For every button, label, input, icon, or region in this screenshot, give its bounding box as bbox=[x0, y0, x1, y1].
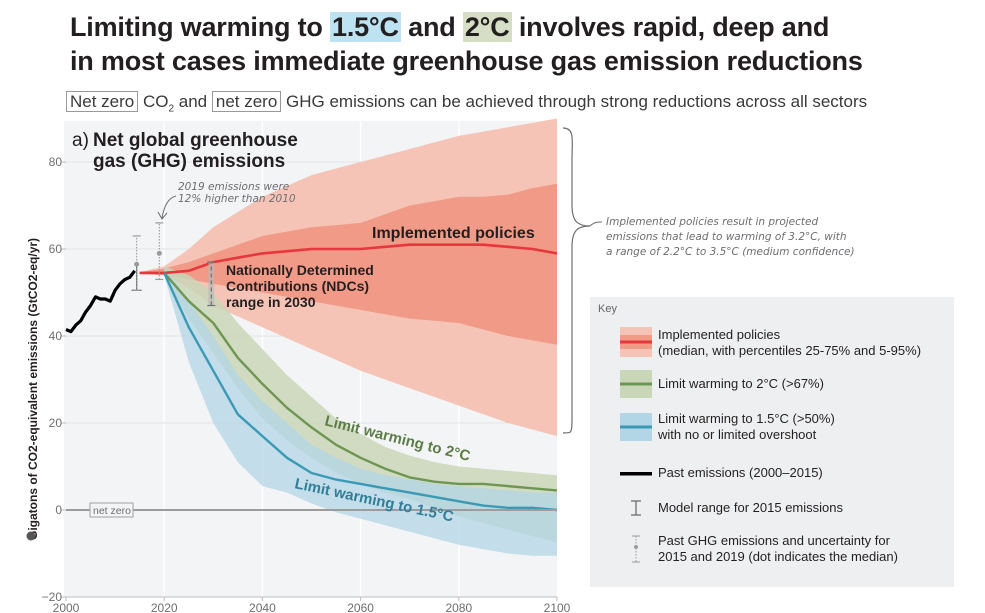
line-1-5c-median bbox=[163, 272, 558, 512]
x-tick-label: 2100 bbox=[544, 601, 571, 613]
x-tick-label: 2060 bbox=[347, 601, 374, 613]
legend-label-model-range: Model range for 2015 emissions bbox=[658, 500, 843, 515]
figure-subtitle: Net zero CO2 and net zero GHG emissions … bbox=[66, 91, 868, 115]
label-ndc-line3: range in 2030 bbox=[226, 294, 316, 310]
legend-label-1-5c-line1: Limit warming to 1.5°C (>50%) bbox=[658, 411, 835, 426]
net-zero-label-box bbox=[89, 502, 134, 518]
net-zero-label: net zero bbox=[93, 505, 131, 517]
x-tick-label: 2000 bbox=[53, 601, 80, 613]
title-highlight-1-5c: 1.5°C bbox=[330, 12, 401, 42]
legend-swatch-1-5c-icon bbox=[620, 413, 652, 441]
curly-brace bbox=[562, 127, 591, 434]
annotation-implemented-line2: emissions that lead to warming of 3.2°C,… bbox=[606, 231, 847, 243]
legend-label-implemented-line2: (median, with percentiles 25-75% and 5-9… bbox=[658, 343, 922, 358]
x-tick-label: 2020 bbox=[151, 601, 178, 613]
title-highlight-2c: 2°C bbox=[462, 12, 512, 42]
band-2c bbox=[164, 266, 557, 543]
title-line2: in most cases immediate greenhouse gas e… bbox=[70, 46, 863, 76]
legend-label-past-uncertainty-line2: 2015 and 2019 (dot indicates the median) bbox=[658, 549, 898, 564]
x-tick-label: 2080 bbox=[445, 601, 472, 613]
y-axis-label-icon bbox=[26, 531, 36, 541]
band-implemented-25-75 bbox=[139, 183, 557, 345]
annotation-connector bbox=[589, 221, 603, 227]
legend-title: Key bbox=[598, 303, 617, 315]
line-2c-median bbox=[163, 272, 558, 492]
legend-label-implemented: Implemented policies (median, with perce… bbox=[658, 327, 921, 359]
legend-swatch-implemented-icon bbox=[620, 327, 652, 357]
marks bbox=[131, 222, 216, 307]
legend-label-2c: Limit warming to 2°C (>67%) bbox=[658, 376, 824, 391]
y-tick-label: 0 bbox=[55, 503, 62, 517]
y-tick-label: 20 bbox=[49, 416, 63, 430]
bands bbox=[139, 118, 557, 556]
y-axis-label-text: Gigatons of CO2-equivalent emissions (Gt… bbox=[26, 238, 40, 540]
subtitle-co2: CO bbox=[138, 92, 169, 111]
figure-title: Limiting warming to 1.5°C and 2°C involv… bbox=[70, 10, 863, 78]
label-ndc-line2: Contributions (NDCs) bbox=[226, 278, 369, 294]
subtitle-co2-sub: 2 bbox=[168, 103, 175, 115]
band-1-5c bbox=[164, 266, 557, 556]
panel-title-prefix: a) bbox=[72, 130, 89, 151]
annotation-2019-arrow bbox=[157, 195, 177, 220]
panel-title-line1: Net global greenhouse bbox=[93, 130, 298, 151]
x-tick-label: 2040 bbox=[249, 601, 276, 613]
y-tick-label: 60 bbox=[49, 242, 63, 256]
legend-label-past-uncertainty: Past GHG emissions and uncertainty for 2… bbox=[658, 533, 898, 565]
legend-swatch-model-range-icon bbox=[631, 500, 641, 516]
y-tick-label: 80 bbox=[49, 155, 63, 169]
legend-label-implemented-line1: Implemented policies bbox=[658, 327, 781, 342]
y-tick-label: −20 bbox=[42, 590, 63, 604]
legend-label-past-uncertainty-line1: Past GHG emissions and uncertainty for bbox=[658, 533, 890, 548]
annotation-2019-line2: 12% higher than 2010 bbox=[178, 193, 296, 205]
legend-label-past: Past emissions (2000–2015) bbox=[658, 465, 823, 480]
title-part2: and bbox=[400, 12, 463, 42]
net-zero-box-1: Net zero bbox=[66, 91, 139, 112]
legend-swatch-2c-icon bbox=[620, 370, 652, 398]
legend-label-1-5c: Limit warming to 1.5°C (>50%) with no or… bbox=[658, 411, 835, 443]
legend: Key Implemented policies (median, with p… bbox=[590, 297, 954, 587]
annotation-2019-line1: 2019 emissions were bbox=[178, 181, 289, 193]
title-part3: involves rapid, deep and bbox=[511, 12, 830, 42]
line-past-emissions bbox=[65, 269, 136, 334]
subtitle-and: and bbox=[174, 92, 212, 111]
annotation-implemented-line1: Implemented policies result in projected bbox=[606, 216, 818, 228]
uncertainty-median-dot-2019 bbox=[156, 250, 162, 256]
net-zero-box-2: net zero bbox=[211, 91, 282, 112]
legend-swatch-past-uncertainty-icon bbox=[632, 535, 640, 563]
label-implemented-policies: Implemented policies bbox=[372, 225, 535, 242]
legend-swatch-past-icon bbox=[620, 472, 652, 476]
y-tick-label: 40 bbox=[49, 329, 63, 343]
y-axis-label: Gigatons of CO2-equivalent emissions (Gt… bbox=[26, 238, 40, 540]
subtitle-rest: GHG emissions can be achieved through st… bbox=[281, 92, 868, 111]
label-ndc-line1: Nationally Determined bbox=[226, 262, 374, 278]
panel-title-line2: gas (GHG) emissions bbox=[93, 151, 285, 172]
annotation-implemented-line3: a range of 2.2°C to 3.5°C (medium confid… bbox=[606, 246, 855, 258]
legend-label-1-5c-line2: with no or limited overshoot bbox=[658, 427, 817, 442]
title-part1: Limiting warming to bbox=[70, 12, 330, 42]
uncertainty-median-dot-2015 bbox=[134, 261, 140, 267]
